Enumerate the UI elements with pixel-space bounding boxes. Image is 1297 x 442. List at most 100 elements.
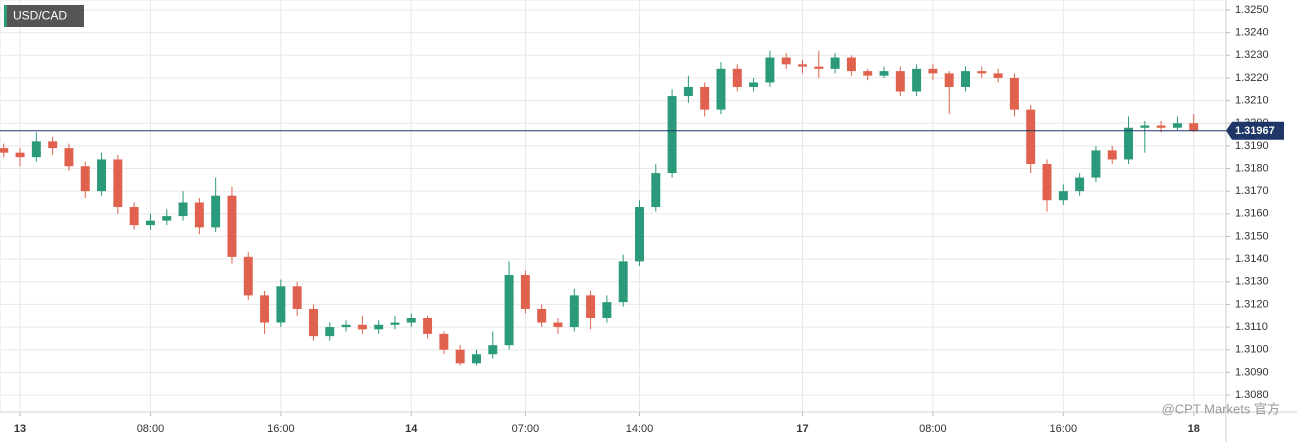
candle-body — [749, 82, 759, 87]
candle-body — [1009, 77, 1019, 110]
candle-body — [1091, 150, 1101, 178]
candle-body — [537, 308, 547, 323]
y-tick-label: 1.3180 — [1235, 162, 1269, 174]
candle-body — [227, 195, 237, 257]
candle-body — [1075, 177, 1085, 192]
candle-body — [439, 333, 449, 350]
candle-body — [423, 318, 433, 334]
candle-body — [928, 68, 938, 74]
candle-body — [700, 86, 710, 110]
candle-body — [1107, 150, 1117, 160]
candle-body — [308, 308, 318, 337]
y-tick-label: 1.3090 — [1235, 366, 1269, 378]
candle-body — [553, 322, 563, 328]
candle-body — [814, 66, 824, 69]
x-tick-label: 14 — [405, 423, 418, 435]
y-tick-label: 1.3100 — [1235, 344, 1269, 356]
candle-body — [732, 68, 742, 87]
candle-body — [765, 57, 775, 83]
candle-body — [504, 274, 514, 346]
plot-area — [0, 0, 1227, 413]
y-tick-label: 1.3220 — [1235, 72, 1269, 84]
candle-body — [276, 286, 286, 323]
y-tick-label: 1.3140 — [1235, 253, 1269, 265]
candle-body — [113, 159, 123, 208]
y-tick-label: 1.3190 — [1235, 140, 1269, 152]
candle-body — [944, 73, 954, 87]
candle-body — [129, 207, 139, 226]
y-tick-label: 1.3130 — [1235, 276, 1269, 288]
x-tick-label: 16:00 — [1050, 423, 1078, 435]
candle-body — [471, 354, 481, 364]
x-tick-label: 08:00 — [137, 423, 165, 435]
candle-body — [341, 324, 351, 328]
y-tick-label: 1.3080 — [1235, 389, 1269, 401]
candle-body — [683, 86, 693, 97]
candle-body — [667, 96, 677, 174]
candle-body — [145, 220, 155, 226]
candle-body — [716, 68, 726, 110]
candle-body — [162, 216, 172, 221]
candle-body — [1042, 163, 1052, 201]
y-tick-label: 1.3150 — [1235, 230, 1269, 242]
candle-body — [260, 295, 270, 323]
candle-body — [406, 318, 416, 323]
candle-body — [374, 324, 384, 330]
candle-body — [64, 148, 74, 167]
x-tick-label: 18 — [1188, 423, 1200, 435]
candle-body — [863, 71, 873, 76]
y-tick-label: 1.3240 — [1235, 27, 1269, 39]
x-tick-label: 13 — [14, 423, 26, 435]
candle-body — [879, 71, 889, 76]
candle-body — [15, 152, 25, 158]
y-tick-label: 1.3110 — [1235, 321, 1268, 333]
current-price-tag — [1226, 121, 1284, 140]
candle-body — [325, 327, 335, 337]
y-tick-label: 1.3170 — [1235, 185, 1269, 197]
candle-body — [618, 261, 628, 303]
candle-body — [243, 256, 253, 296]
candle-body — [31, 141, 41, 158]
x-tick-label: 07:00 — [512, 423, 540, 435]
candle-body — [1026, 109, 1036, 164]
y-tick-label: 1.3160 — [1235, 208, 1269, 220]
x-tick-label: 17 — [796, 423, 808, 435]
candle-body — [602, 302, 612, 319]
candle-body — [781, 57, 791, 65]
title-accent — [4, 5, 7, 27]
candle-body — [846, 57, 856, 72]
candle-body — [357, 324, 367, 330]
candle-body — [977, 71, 987, 74]
candle-body — [0, 148, 9, 153]
candle-body — [178, 202, 188, 217]
candle-body — [1058, 191, 1068, 201]
candle-body — [895, 71, 905, 92]
candle-body — [1172, 123, 1182, 128]
candle-body — [912, 68, 922, 92]
y-tick-label: 1.3210 — [1235, 94, 1269, 106]
candle-body — [569, 295, 579, 328]
candle-body — [194, 202, 204, 228]
y-tick-label: 1.3120 — [1235, 298, 1269, 310]
candle-body — [48, 141, 58, 149]
candle-body — [1124, 127, 1134, 160]
candle-body — [651, 173, 661, 208]
candle-body — [292, 286, 302, 309]
candle-body — [488, 345, 498, 355]
candle-body — [1156, 125, 1166, 128]
candle-body — [520, 274, 530, 309]
candle-body — [635, 207, 644, 262]
y-tick-label: 1.3250 — [1235, 4, 1269, 16]
chart-title: USD/CAD — [13, 9, 67, 23]
candle-body — [390, 322, 400, 325]
candle-body — [798, 64, 807, 67]
watermark: @CPT Markets 官方 — [1162, 401, 1280, 416]
x-tick-label: 14:00 — [626, 423, 654, 435]
x-tick-label: 16:00 — [267, 423, 295, 435]
candle-body — [1140, 125, 1150, 128]
candle-body — [993, 73, 1003, 78]
candle-body — [455, 349, 465, 364]
y-tick-label: 1.3230 — [1235, 49, 1269, 61]
candle-body — [586, 295, 596, 319]
